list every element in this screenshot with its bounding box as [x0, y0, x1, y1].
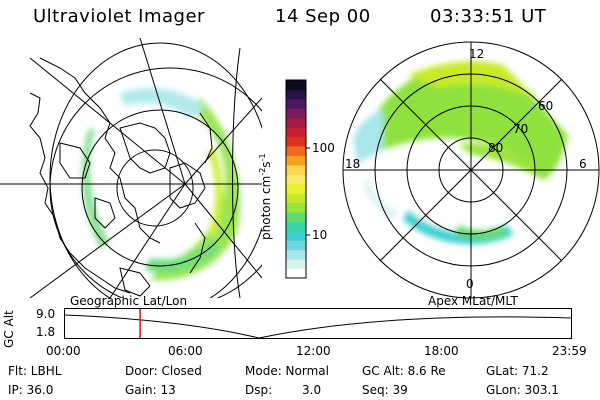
- polar-caption: Apex MLat/MLT: [428, 294, 518, 308]
- seq-info: Seq: 39: [362, 383, 408, 397]
- colorbar-step: [286, 136, 306, 147]
- xtick-1200: 12:00: [296, 344, 331, 358]
- colorbar-step: [286, 80, 306, 90]
- colorbar-step: [286, 117, 306, 128]
- altitude-ytick-min: 1.8: [36, 325, 56, 339]
- geo-caption: Geographic Lat/Lon: [70, 294, 188, 308]
- mlt-label-18: 18: [345, 157, 360, 171]
- dsp-value: 3.0: [302, 383, 322, 397]
- colorbar: 100 10: [285, 79, 335, 279]
- door-info: Door: Closed: [125, 364, 202, 378]
- colorbar-step: [286, 240, 306, 251]
- geo-aurora-emission: [82, 88, 241, 281]
- mlt-label-12: 12: [469, 47, 484, 61]
- colorbar-step: [286, 183, 306, 194]
- colorbar-step: [286, 202, 306, 213]
- colorbar-step: [286, 268, 306, 279]
- colorbar-step: [286, 230, 306, 241]
- xtick-0000: 00:00: [46, 344, 81, 358]
- mode-info: Mode: Normal: [245, 364, 329, 378]
- lat-label-80: 80: [488, 141, 503, 155]
- glon-info: GLon: 303.1: [486, 383, 559, 397]
- polar-aurora-emission: [353, 61, 568, 245]
- colorbar-step: [286, 174, 306, 185]
- glat-info: GLat: 71.2: [486, 364, 549, 378]
- colorbar-tick-100: 100: [312, 141, 335, 155]
- gc-alt-info: GC Alt: 8.6 Re: [362, 364, 446, 378]
- xtick-0600: 06:00: [168, 344, 203, 358]
- lat-label-60: 60: [538, 99, 553, 113]
- altitude-plot: [64, 308, 572, 339]
- colorbar-gradient: [286, 80, 306, 279]
- xtick-2359: 23:59: [552, 344, 587, 358]
- dsp-label: Dsp:: [245, 383, 273, 397]
- xtick-1800: 18:00: [424, 344, 459, 358]
- colorbar-step: [286, 155, 306, 166]
- colorbar-step: [286, 221, 306, 232]
- colorbar-label: photon cm-2s-1: [258, 153, 273, 240]
- gain-info: Gain: 13: [125, 383, 176, 397]
- polar-map: 12 18 6 0 60 70 80: [342, 41, 600, 299]
- ip-info: IP: 36.0: [8, 383, 54, 397]
- geographic-map: [0, 38, 262, 298]
- altitude-ytick-max: 9.0: [36, 307, 56, 321]
- instrument-title: Ultraviolet Imager: [33, 6, 205, 27]
- colorbar-step: [286, 98, 306, 109]
- colorbar-step: [286, 164, 306, 175]
- colorbar-step: [286, 127, 306, 138]
- polar-grid: [342, 41, 600, 299]
- mlt-label-6: 6: [579, 157, 587, 171]
- altitude-ylabel: GC Alt: [2, 310, 16, 348]
- filter-info: Flt: LBHL: [8, 364, 62, 378]
- colorbar-step: [286, 146, 306, 156]
- time-label: 03:33:51 UT: [430, 6, 547, 27]
- altitude-curve: [64, 314, 572, 339]
- colorbar-step: [286, 259, 306, 270]
- geo-coastlines: [29, 57, 213, 297]
- colorbar-step: [286, 249, 306, 260]
- colorbar-step: [286, 212, 306, 222]
- colorbar-step: [286, 89, 306, 100]
- geo-grid: [0, 38, 262, 298]
- mlt-label-0: 0: [466, 277, 474, 291]
- lat-label-70: 70: [513, 122, 528, 136]
- colorbar-step: [286, 193, 306, 204]
- colorbar-step: [286, 108, 306, 119]
- date-label: 14 Sep 00: [275, 6, 371, 27]
- colorbar-tick-10: 10: [312, 228, 327, 242]
